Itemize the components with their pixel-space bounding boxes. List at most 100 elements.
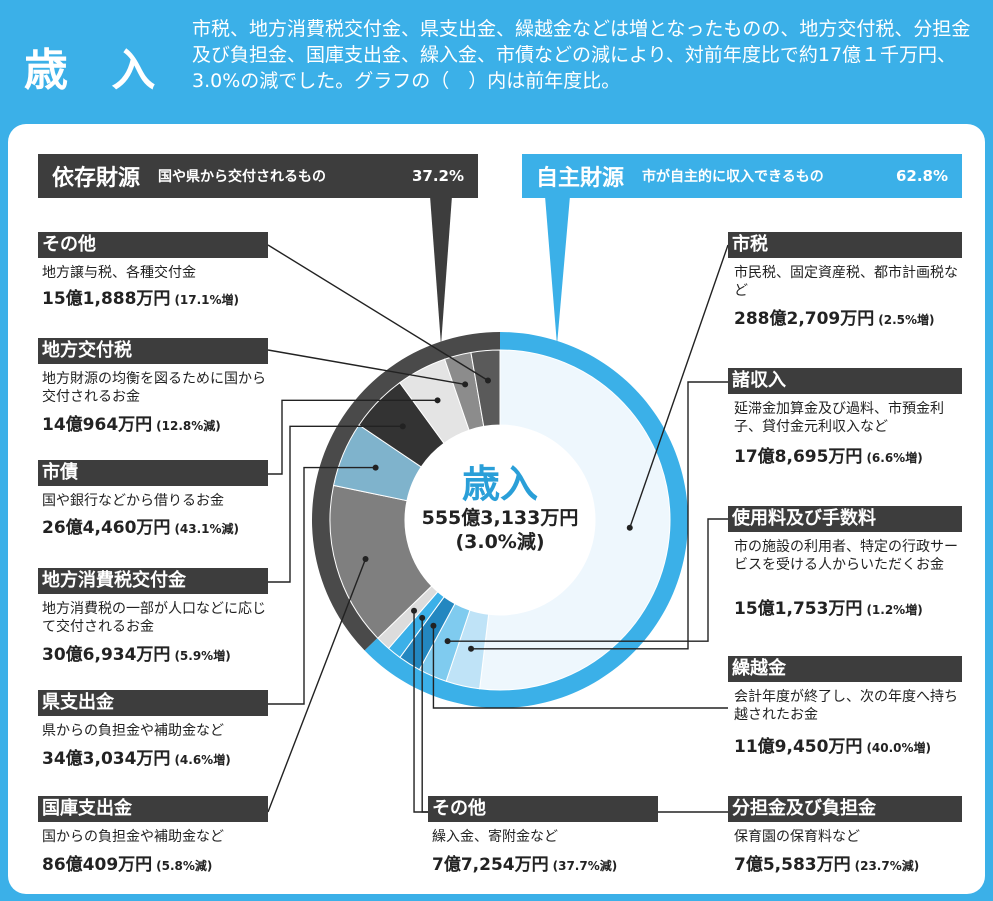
amount: 17億8,695万円 [734, 447, 863, 467]
dependent-pct: 37.2% [411, 167, 464, 185]
dependent-pointer [430, 196, 452, 345]
leader-kokko [267, 558, 367, 813]
label-chihoshohi-amount: 30億6,934万円 (5.9%増) [42, 640, 231, 665]
label-shiyoryo-title: 使用料及び手数料 [728, 506, 962, 532]
leader-dot-kurikoshi [430, 622, 437, 629]
change: (23.7%減) [854, 859, 920, 873]
label-buntan-amount: 7億5,583万円 (23.7%減) [734, 850, 919, 875]
change: (5.8%減) [156, 859, 213, 873]
page-title: 歳 入 [24, 45, 170, 96]
amount: 15億1,888万円 [42, 289, 171, 309]
outer-ring [312, 332, 689, 708]
amount: 30億6,934万円 [42, 645, 171, 665]
leader-dot-sonota1 [411, 607, 418, 614]
dependent-sub: 国や県から交付されるもの [158, 169, 327, 185]
label-kurikoshi-amount: 11億9,450万円 (40.0%増) [734, 732, 931, 757]
label-chihokofu-amount: 14億964万円 (12.8%減) [42, 410, 221, 435]
label-shoshunyu-desc: 延滞金加算金及び過料、市預金利子、貸付金元利収入など [734, 401, 944, 435]
leader-chihokofu [267, 349, 466, 386]
dependent-revenue-header: 依存財源 国や県から交付されるもの 37.2% [38, 154, 478, 198]
leader-kenshi [268, 466, 376, 705]
label-shoshunyu-title: 諸収入 [728, 368, 962, 394]
independent-pointer [545, 196, 570, 345]
label-sonota1-amount: 7億7,254万円 (37.7%減) [432, 850, 617, 875]
label-kokko-amount: 86億409万円 (5.8%減) [42, 850, 212, 875]
leader-shoshunyu [471, 381, 728, 650]
leader-dot-chihoshohi [399, 423, 406, 430]
label-kenshi-amount: 34億3,034万円 (4.6%増) [42, 744, 231, 769]
leader-sonota1 [413, 610, 428, 813]
change: (2.5%増) [878, 313, 935, 327]
leader-shizei [629, 244, 729, 529]
label-kurikoshi-desc: 会計年度が終了し、次の年度へ持ち越されたお金 [734, 689, 958, 723]
independent-pct: 62.8% [895, 167, 948, 185]
label-kenshi-desc: 県からの負担金や補助金など [42, 723, 224, 739]
label-shisai-title: 市債 [38, 460, 268, 486]
header-description: 市税、地方消費税交付金、県支出金、繰越金などは増となったものの、地方交付税、分担… [192, 18, 971, 92]
label-kokko-desc: 国からの負担金や補助金など [42, 829, 224, 845]
label-shizei-desc: 市民税、固定資産税、都市計画税など [734, 265, 958, 299]
label-shizei-title: 市税 [728, 232, 962, 258]
independent-revenue-header: 自主財源 市が自主的に収入できるもの 62.8% [522, 154, 962, 198]
amount: 26億4,460万円 [42, 518, 171, 538]
label-chihoshohi-title: 地方消費税交付金 [38, 568, 268, 594]
label-shiyoryo-amount: 15億1,753万円 (1.2%増) [734, 594, 923, 619]
center-change: (3.0%減) [455, 531, 545, 553]
leader-dot-shoshunyu [468, 645, 475, 652]
amount: 7億7,254万円 [432, 855, 549, 875]
leader-dot-shizei [626, 524, 633, 531]
leader-sonota2 [267, 244, 489, 382]
leader-dot-chihokofu [462, 381, 469, 388]
label-chihokofu-desc: 地方財源の均衡を図るために国から交付されるお金 [42, 371, 266, 405]
change: (12.8%減) [156, 419, 221, 433]
leader-dot-kenshi [372, 464, 379, 471]
change: (43.1%減) [174, 522, 240, 536]
label-sonota2-title: その他 [38, 232, 268, 258]
leader-chihoshohi [268, 425, 403, 583]
leader-dot-shiyoryo [444, 638, 451, 645]
change: (17.1%増) [174, 293, 240, 307]
amount: 34億3,034万円 [42, 749, 171, 769]
leader-dot-kokko [362, 555, 369, 562]
label-shisai-amount: 26億4,460万円 (43.1%減) [42, 513, 239, 538]
label-buntan-desc: 保育園の保育料など [734, 829, 860, 845]
label-sonota1-desc: 繰入金、寄附金など [432, 829, 558, 845]
independent-label: 自主財源 [536, 166, 625, 191]
donut-hole [405, 425, 595, 615]
leader-dot-shisai [434, 397, 441, 404]
leader-dot-buntan [419, 614, 426, 621]
change: (1.2%増) [866, 603, 923, 617]
leader-shiyoryo [447, 518, 728, 642]
amount: 288億2,709万円 [734, 309, 875, 329]
leader-kurikoshi [432, 625, 728, 709]
label-sonota2-amount: 15億1,888万円 (17.1%増) [42, 284, 239, 309]
amount: 15億1,753万円 [734, 599, 863, 619]
label-kokko-title: 国庫支出金 [38, 796, 268, 822]
change: (5.9%増) [174, 649, 231, 663]
amount: 11億9,450万円 [734, 737, 863, 757]
change: (4.6%増) [174, 753, 231, 767]
label-buntan-title: 分担金及び負担金 [728, 796, 962, 822]
group-ring-dependent [312, 332, 500, 651]
amount: 86億409万円 [42, 855, 153, 875]
header: 歳 入 市税、地方消費税交付金、県支出金、繰越金などは増となったものの、地方交付… [0, 0, 993, 122]
independent-sub: 市が自主的に収入できるもの [642, 169, 824, 185]
center-title: 歳入 [461, 462, 538, 506]
change: (37.7%減) [552, 859, 618, 873]
amount: 14億964万円 [42, 415, 153, 435]
change: (40.0%増) [866, 741, 932, 755]
leader-dot-sonota2 [484, 377, 491, 384]
center-total: 555億3,133万円 [421, 507, 579, 529]
label-kenshi-title: 県支出金 [38, 690, 268, 716]
label-chihoshohi-desc: 地方消費税の一部が人口などに応じて交付されるお金 [42, 601, 266, 635]
group-ring-independent [364, 332, 689, 708]
label-shiyoryo-desc: 市の施設の利用者、特定の行政サービスを受ける人からいただくお金 [734, 539, 958, 573]
amount: 7億5,583万円 [734, 855, 851, 875]
label-kurikoshi-title: 繰越金 [728, 656, 962, 682]
change: (6.6%増) [866, 451, 923, 465]
center-label: 歳入 555億3,133万円 (3.0%減) [405, 462, 595, 554]
label-shizei-amount: 288億2,709万円 (2.5%増) [734, 304, 935, 329]
label-sonota1-title: その他 [428, 796, 658, 822]
leader-shisai [268, 399, 438, 475]
